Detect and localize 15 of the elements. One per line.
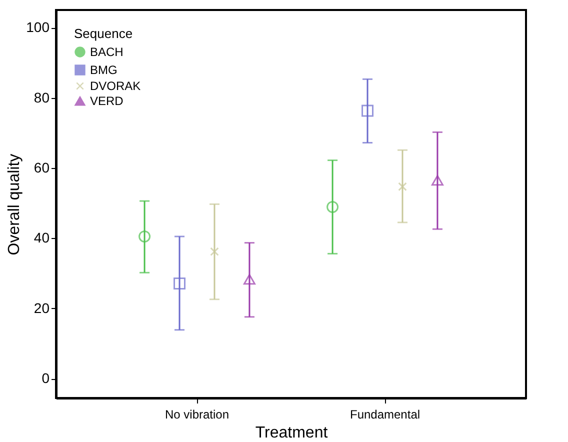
y-tick-label: 80	[34, 89, 50, 106]
legend-label: VERD	[90, 94, 124, 108]
y-tick-label: 60	[34, 160, 50, 176]
y-tick-label: 0	[42, 370, 50, 386]
x-tick-label: No vibration	[164, 408, 230, 422]
legend-label: BMG	[90, 63, 118, 77]
legend-label: BACH	[90, 45, 124, 59]
y-tick-label: 40	[34, 230, 50, 246]
legend-title: Sequence	[74, 26, 133, 41]
y-axis-title: Overall quality	[6, 154, 24, 256]
x-axis-title: Treatment	[255, 424, 328, 442]
legend-label: DVORAK	[90, 79, 141, 93]
x-tick-label: Fundamental	[350, 408, 420, 422]
y-tick-label: 100	[26, 19, 50, 36]
y-tick-label: 20	[34, 300, 50, 316]
